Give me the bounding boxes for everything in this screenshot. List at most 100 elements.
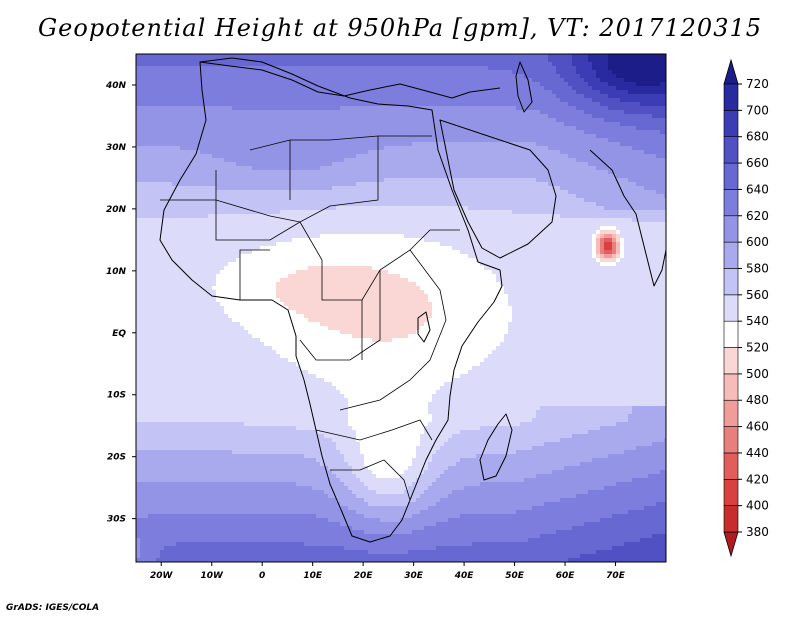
field-cell — [168, 74, 173, 79]
field-cell — [256, 66, 261, 71]
field-cell — [504, 94, 509, 99]
field-cell — [220, 142, 225, 147]
field-cell — [652, 114, 657, 119]
field-cell — [296, 162, 301, 167]
field-cell — [500, 170, 505, 175]
field-cell — [240, 158, 245, 163]
field-cell — [480, 58, 485, 63]
field-cell — [484, 114, 489, 119]
field-cell — [480, 118, 485, 123]
field-cell — [456, 190, 461, 195]
field-cell — [432, 94, 437, 99]
field-cell — [604, 114, 609, 119]
field-cell — [436, 78, 441, 83]
field-cell — [200, 118, 205, 123]
field-cell — [524, 82, 529, 87]
field-cell — [300, 126, 305, 131]
field-cell — [456, 58, 461, 63]
field-cell — [372, 166, 377, 171]
field-cell — [532, 190, 537, 195]
field-cell — [368, 146, 373, 151]
field-cell — [328, 158, 333, 163]
field-cell — [284, 150, 289, 155]
field-cell — [492, 186, 497, 191]
field-cell — [564, 130, 569, 135]
field-cell — [656, 182, 661, 187]
field-cell — [304, 174, 309, 179]
field-cell — [552, 94, 557, 99]
field-cell — [268, 126, 273, 131]
field-cell — [416, 58, 421, 63]
field-cell — [428, 142, 433, 147]
field-cell — [328, 114, 333, 119]
field-cell — [388, 90, 393, 95]
field-cell — [208, 102, 213, 107]
field-cell — [148, 110, 153, 115]
field-cell — [364, 190, 369, 195]
field-cell — [256, 78, 261, 83]
field-cell — [560, 110, 565, 115]
field-cell — [360, 74, 365, 79]
field-cell — [432, 150, 437, 155]
field-cell — [488, 94, 493, 99]
field-cell — [664, 110, 666, 115]
field-cell — [588, 162, 593, 167]
field-cell — [348, 186, 353, 191]
field-cell — [588, 54, 593, 59]
field-cell — [592, 198, 597, 203]
field-cell — [280, 190, 285, 195]
field-cell — [412, 142, 417, 147]
field-cell — [356, 70, 361, 75]
field-cell — [172, 182, 177, 187]
field-cell — [304, 162, 309, 167]
field-cell — [360, 66, 365, 71]
field-cell — [204, 194, 209, 199]
field-cell — [384, 202, 389, 207]
field-cell — [456, 78, 461, 83]
field-cell — [224, 174, 229, 179]
field-cell — [540, 158, 545, 163]
field-cell — [236, 86, 241, 91]
field-cell — [340, 90, 345, 95]
field-cell — [568, 186, 573, 191]
field-cell — [228, 174, 233, 179]
field-cell — [436, 94, 441, 99]
field-cell — [372, 126, 377, 131]
field-cell — [160, 130, 165, 135]
field-cell — [180, 154, 185, 159]
field-cell — [164, 74, 169, 79]
field-cell — [176, 170, 181, 175]
field-cell — [656, 106, 661, 111]
field-cell — [340, 86, 345, 91]
field-cell — [340, 102, 345, 107]
field-cell — [144, 86, 149, 91]
field-cell — [240, 134, 245, 139]
field-cell — [568, 102, 573, 107]
field-cell — [556, 114, 561, 119]
field-cell — [476, 170, 481, 175]
field-cell — [464, 110, 469, 115]
field-cell — [644, 118, 649, 123]
field-cell — [352, 78, 357, 83]
field-cell — [232, 126, 237, 131]
field-cell — [208, 150, 213, 155]
field-cell — [444, 70, 449, 75]
field-cell — [172, 62, 177, 67]
field-cell — [560, 154, 565, 159]
field-cell — [220, 126, 225, 131]
field-cell — [504, 86, 509, 91]
field-cell — [652, 198, 657, 203]
field-cell — [660, 146, 665, 151]
field-cell — [312, 106, 317, 111]
field-cell — [292, 198, 297, 203]
field-cell — [344, 142, 349, 147]
field-cell — [160, 178, 165, 183]
field-cell — [400, 166, 405, 171]
field-cell — [380, 74, 385, 79]
field-cell — [536, 102, 541, 107]
field-cell — [216, 78, 221, 83]
field-cell — [644, 142, 649, 147]
field-cell — [508, 58, 513, 63]
field-cell — [224, 150, 229, 155]
field-cell — [440, 54, 445, 59]
